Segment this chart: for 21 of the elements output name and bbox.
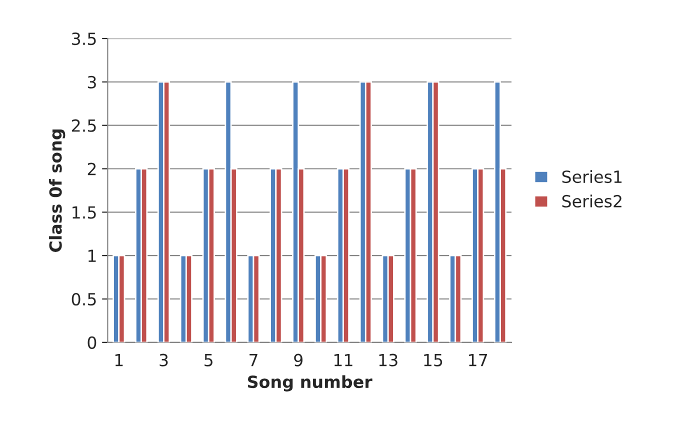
x-tick-label: 9 [294, 354, 302, 366]
y-axis-title: Class 0f song [48, 130, 66, 252]
x-tick-label: 3 [160, 354, 168, 366]
y-tick-label: 3 [88, 76, 96, 88]
x-tick-label: 11 [334, 354, 352, 366]
y-tick-label: 2.5 [72, 119, 96, 132]
legend-label: Series1 [562, 170, 622, 184]
x-tick-label: 5 [204, 354, 212, 366]
y-tick-label: 1.5 [72, 206, 96, 219]
x-tick-label: 1 [115, 354, 123, 366]
x-axis-title: Song number [248, 375, 372, 392]
legend-label: Series2 [562, 194, 622, 208]
x-tick-label: 15 [424, 354, 442, 366]
x-tick-label: 7 [250, 354, 258, 366]
y-tick-label: 2 [88, 162, 96, 176]
y-tick-label: 0.5 [72, 292, 96, 306]
x-tick-label: 13 [379, 354, 398, 366]
x-tick-label: 17 [469, 354, 488, 366]
y-tick-label: 0 [88, 336, 96, 349]
y-tick-label: 1 [88, 250, 96, 262]
y-tick-label: 3.5 [72, 32, 96, 46]
